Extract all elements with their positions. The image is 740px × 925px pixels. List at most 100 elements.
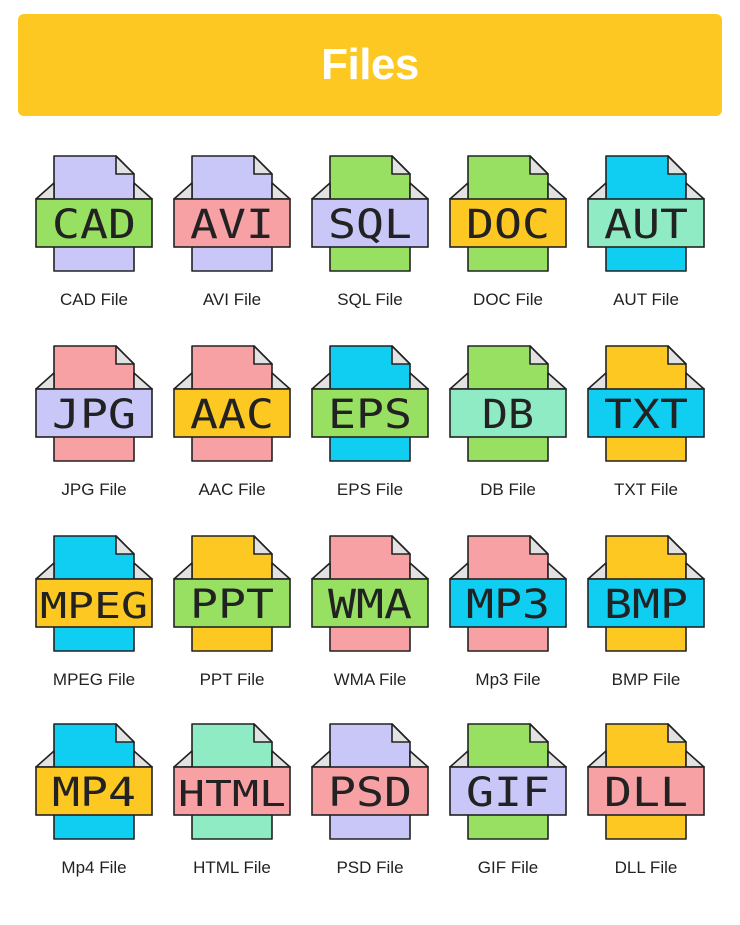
band-tab-left [449,372,469,390]
file-tile-avi: AVI AVI File [162,155,302,320]
label-band [587,388,705,438]
band-tab-left [173,750,193,768]
dll-file-icon: DLL [587,723,705,840]
wma-file-icon: WMA [311,535,429,652]
band-tab-left [35,562,55,580]
file-caption: AVI File [202,290,262,309]
eps-file-icon: EPS [311,345,429,462]
label-band [311,578,429,628]
label-band [35,198,153,248]
band-tab-right [133,562,153,580]
extension-label: HTML [178,774,286,815]
band-tab-left [449,562,469,580]
file-tile-aut: AUT AUT File [576,155,716,320]
page-fold [667,155,687,175]
psd-file-icon: PSD [311,723,429,840]
band-tab-left [35,182,55,200]
label-band [311,198,429,248]
label-band [35,766,153,816]
page-title: Files [321,40,419,89]
file-caption: GIF File [477,858,539,877]
band-tab-right [547,182,567,200]
extension-label: CAD [52,202,136,248]
file-caption: PPT File [199,670,265,689]
band-tab-left [587,750,607,768]
html-file-icon: HTML [173,723,291,840]
file-caption: PSD File [336,858,404,877]
file-caption: MPEG File [52,670,136,689]
file-caption: JPG File [61,480,127,499]
band-tab-right [133,182,153,200]
label-band [311,766,429,816]
file-tile-bmp: BMP BMP File [576,535,716,700]
band-tab-right [271,372,291,390]
page-fold [115,723,135,743]
page-fold [529,155,549,175]
file-caption: BMP File [611,670,681,689]
page-fold [391,345,411,365]
avi-file-icon: AVI [173,155,291,272]
file-tile-sql: SQL SQL File [300,155,440,320]
band-tab-left [35,750,55,768]
extension-label: EPS [328,392,412,438]
file-caption: HTML File [193,858,271,877]
file-tile-psd: PSD PSD File [300,723,440,888]
extension-label: DOC [466,202,550,248]
sql-file-icon: SQL [311,155,429,272]
extension-label: JPG [52,392,136,438]
band-tab-left [173,182,193,200]
band-tab-right [409,182,429,200]
extension-label: MPEG [40,586,148,627]
page-fold [391,723,411,743]
extension-label: PSD [328,770,412,816]
extension-label: AVI [190,202,274,248]
page-fold [667,723,687,743]
extension-label: GIF [466,770,550,816]
extension-label: WMA [328,582,412,628]
label-band [449,766,567,816]
extension-label: TXT [604,392,688,438]
band-tab-right [547,372,567,390]
band-tab-left [311,562,331,580]
aac-file-icon: AAC [173,345,291,462]
page-fold [529,345,549,365]
page-fold [253,723,273,743]
gif-file-icon: GIF [449,723,567,840]
file-tile-gif: GIF GIF File [438,723,578,888]
extension-label: PPT [190,582,274,628]
label-band [35,388,153,438]
page-fold [529,723,549,743]
page-fold [115,345,135,365]
file-tile-doc: DOC DOC File [438,155,578,320]
label-band [587,198,705,248]
page-fold [667,345,687,365]
extension-label: AUT [604,202,688,248]
file-caption: WMA File [333,670,407,689]
bmp-file-icon: BMP [587,535,705,652]
label-band [449,578,567,628]
band-tab-left [311,182,331,200]
page-fold [529,535,549,555]
file-tile-dll: DLL DLL File [576,723,716,888]
band-tab-right [133,372,153,390]
label-band [173,388,291,438]
band-tab-left [173,372,193,390]
file-tile-mp3: MP3 Mp3 File [438,535,578,700]
file-tile-aac: AAC AAC File [162,345,302,510]
file-tile-db: DB DB File [438,345,578,510]
file-caption: Mp4 File [61,858,127,877]
page-fold [667,535,687,555]
extension-label: MP3 [466,582,550,628]
file-caption: DLL File [614,858,678,877]
extension-label: DB [482,392,534,438]
txt-file-icon: TXT [587,345,705,462]
doc-file-icon: DOC [449,155,567,272]
file-caption: Mp3 File [475,670,541,689]
file-caption: EPS File [336,480,404,499]
file-tile-eps: EPS EPS File [300,345,440,510]
band-tab-right [409,372,429,390]
band-tab-right [685,372,705,390]
extension-label: DLL [604,770,688,816]
band-tab-right [271,562,291,580]
